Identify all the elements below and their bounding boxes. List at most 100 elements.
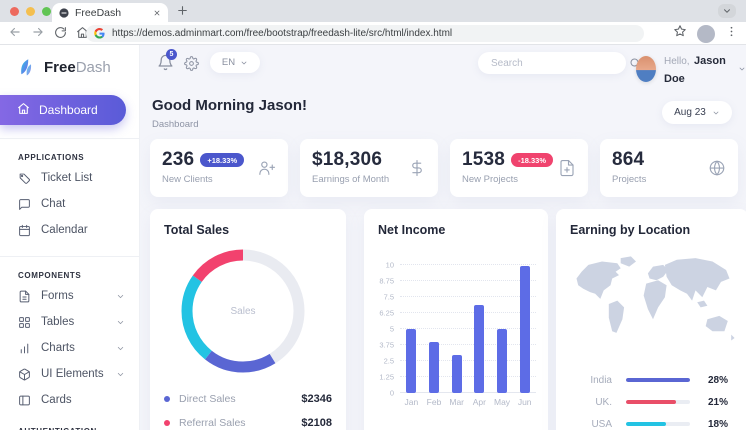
bar-feb [429, 341, 439, 393]
chevron-down-icon [116, 370, 125, 379]
window-zoom-button[interactable] [42, 7, 51, 16]
legend-label: Referral Sales [179, 417, 246, 429]
gridline [400, 360, 536, 361]
location-row: India 28% [570, 369, 728, 391]
user-plus-icon [258, 159, 276, 177]
chevron-down-icon [712, 109, 720, 117]
sidebar-item-calendar[interactable]: Calendar [0, 217, 139, 243]
tag-icon [18, 172, 31, 185]
earning-by-location-card: Earning by Location [556, 209, 746, 430]
gridline [400, 376, 536, 377]
location-label: USA [591, 418, 612, 430]
logo-text-light: Dash [75, 59, 111, 76]
stats-row: 236 +18.33% New Clients $18,306 Earnings of … [150, 139, 738, 197]
gridline [400, 296, 536, 297]
window-close-button[interactable] [10, 7, 19, 16]
card-icon [18, 394, 31, 407]
sidebar-item-tables[interactable]: Tables [0, 309, 139, 335]
grid-icon [18, 316, 31, 329]
main-content: 5 EN Hello, Jason Doe Good Morning Jason… [140, 45, 746, 430]
sidebar-item-ui-elements[interactable]: UI Elements [0, 361, 139, 387]
forward-icon[interactable] [31, 25, 45, 44]
settings-gear-icon[interactable] [184, 56, 199, 76]
address-bar[interactable]: https://demos.adminmart.com/free/bootstr… [86, 25, 644, 42]
window-minimize-button[interactable] [26, 7, 35, 16]
sidebar-section-label: COMPONENTS [18, 271, 82, 280]
file-plus-icon [558, 159, 576, 177]
sidebar-item-cards[interactable]: Cards [0, 387, 139, 413]
date-selector[interactable]: Aug 23 [662, 101, 732, 124]
donut-center-label: Sales [230, 305, 256, 317]
gridline [400, 312, 536, 313]
language-selector[interactable]: EN [210, 52, 260, 73]
notifications-bell-icon[interactable]: 5 [157, 49, 177, 76]
location-percent: 21% [707, 396, 728, 408]
dollar-icon [408, 159, 426, 177]
sidebar-item-charts[interactable]: Charts [0, 335, 139, 361]
stat-value: 236 [162, 149, 195, 170]
browser-menu-icon[interactable] [725, 25, 738, 43]
reload-icon[interactable] [54, 26, 67, 44]
site-favicon-icon [59, 7, 69, 18]
sidebar-item-dashboard[interactable]: Dashboard [0, 95, 126, 125]
y-axis-tick: 1.25 [379, 372, 394, 382]
location-row: UK. 21% [570, 391, 728, 413]
bookmark-star-icon[interactable] [673, 24, 687, 43]
back-icon[interactable] [8, 25, 22, 44]
x-axis-label: Mar [449, 397, 464, 407]
card-title: Earning by Location [570, 223, 691, 237]
sidebar-item-label: UI Elements [41, 368, 104, 380]
divider [0, 256, 139, 257]
stat-trend-badge: +18.33% [200, 153, 245, 167]
sidebar-item-ticket-list[interactable]: Ticket List [0, 165, 139, 191]
app-logo[interactable]: FreeDash [0, 45, 139, 78]
bar-may [497, 329, 507, 393]
search-input[interactable] [491, 57, 623, 69]
logo-text-bold: Free [44, 59, 76, 76]
chevron-down-icon [738, 65, 746, 73]
sidebar-item-label: Cards [41, 394, 72, 406]
y-axis-tick: 8.75 [379, 276, 394, 286]
x-axis-label: Apr [472, 397, 486, 407]
stat-card: 864 Projects [600, 139, 738, 197]
user-menu[interactable]: Hello, Jason Doe [636, 51, 746, 87]
net-income-card: Net Income 0 1.25 2.5 3.75 5 6.25 7.5 8.75 10 Ja… [364, 209, 548, 430]
bar-jun [519, 266, 530, 393]
file-text-icon [18, 290, 31, 303]
location-row: USA 18% [570, 413, 728, 430]
y-axis-tick: 5 [389, 324, 394, 334]
page-title: Good Morning Jason! [152, 97, 307, 114]
y-axis-tick: 7.5 [383, 292, 394, 302]
sidebar-item-forms[interactable]: Forms [0, 283, 139, 309]
language-label: EN [221, 57, 236, 68]
tab-close-icon[interactable] [153, 9, 161, 17]
stat-label: New Projects [462, 174, 518, 185]
new-tab-button[interactable] [176, 4, 189, 17]
sidebar: FreeDash Dashboard APPLICATIONS Ticket Li… [0, 45, 140, 430]
y-axis-tick: 10 [385, 260, 394, 270]
sales-legend: Direct Sales $2346 Referral Sales $2108 [164, 387, 332, 430]
user-name: Jason Doe [664, 55, 726, 85]
gridline [400, 280, 536, 281]
tab-title: FreeDash [75, 6, 122, 19]
location-progress-bar [626, 422, 690, 426]
legend-item: Direct Sales $2346 [164, 387, 332, 411]
sidebar-item-chat[interactable]: Chat [0, 191, 139, 217]
chevron-down-icon [116, 292, 125, 301]
charts-row: Total Sales Sales Direct Sales $2346 Refer… [150, 209, 746, 430]
browser-tab[interactable]: FreeDash [52, 3, 168, 22]
stat-value: $18,306 [312, 149, 383, 170]
chevron-down-icon [116, 318, 125, 327]
stat-label: New Clients [162, 174, 213, 185]
browser-profile-avatar[interactable] [697, 24, 715, 43]
breadcrumb: Dashboard [152, 119, 199, 130]
location-percent: 28% [707, 374, 728, 386]
sidebar-item-label: Forms [41, 290, 74, 302]
tab-search-chevron-icon[interactable] [718, 4, 736, 18]
sidebar-item-label: Calendar [41, 224, 88, 236]
x-axis-label: May [493, 397, 511, 407]
x-axis-label: Jan [404, 397, 419, 407]
chat-icon [18, 198, 31, 211]
sidebar-item-label: Charts [41, 342, 75, 354]
